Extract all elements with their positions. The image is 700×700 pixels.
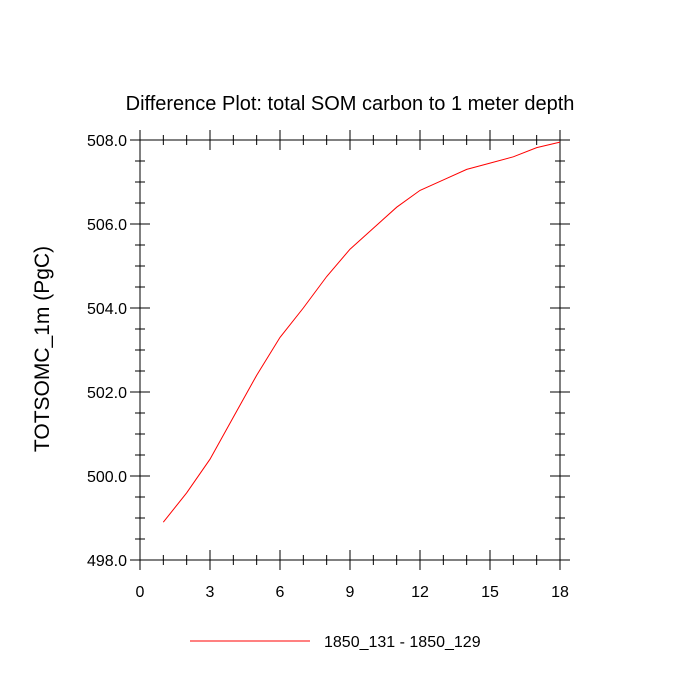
y-tick-label: 508.0 xyxy=(87,133,127,150)
x-tick-label: 15 xyxy=(481,584,499,601)
x-tick-labels: 0 3 6 9 12 15 18 xyxy=(136,584,569,601)
y-tick-labels: 498.0 500.0 502.0 504.0 506.0 508.0 xyxy=(87,133,127,570)
x-tick-label: 18 xyxy=(551,584,569,601)
y-tick-label: 502.0 xyxy=(87,385,127,402)
x-tick-label: 0 xyxy=(136,584,145,601)
y-tick-label: 500.0 xyxy=(87,469,127,486)
y-axis-label: TOTSOMC_1m (PgC) xyxy=(31,246,54,452)
y-tick-label: 506.0 xyxy=(87,217,127,234)
x-tick-label: 6 xyxy=(276,584,285,601)
legend: 1850_131 - 1850_129 xyxy=(190,634,481,651)
series-line xyxy=(162,141,561,523)
series-layer xyxy=(162,141,561,523)
y-tick-label: 498.0 xyxy=(87,553,127,570)
plot-frame xyxy=(139,139,561,561)
x-tick-label: 9 xyxy=(346,584,355,601)
x-tick-label: 3 xyxy=(206,584,215,601)
y-tick-label: 504.0 xyxy=(87,301,127,318)
legend-label: 1850_131 - 1850_129 xyxy=(324,634,481,651)
chart-title: Difference Plot: total SOM carbon to 1 m… xyxy=(126,93,575,115)
axis-ticks xyxy=(130,130,570,570)
x-tick-label: 12 xyxy=(411,584,429,601)
